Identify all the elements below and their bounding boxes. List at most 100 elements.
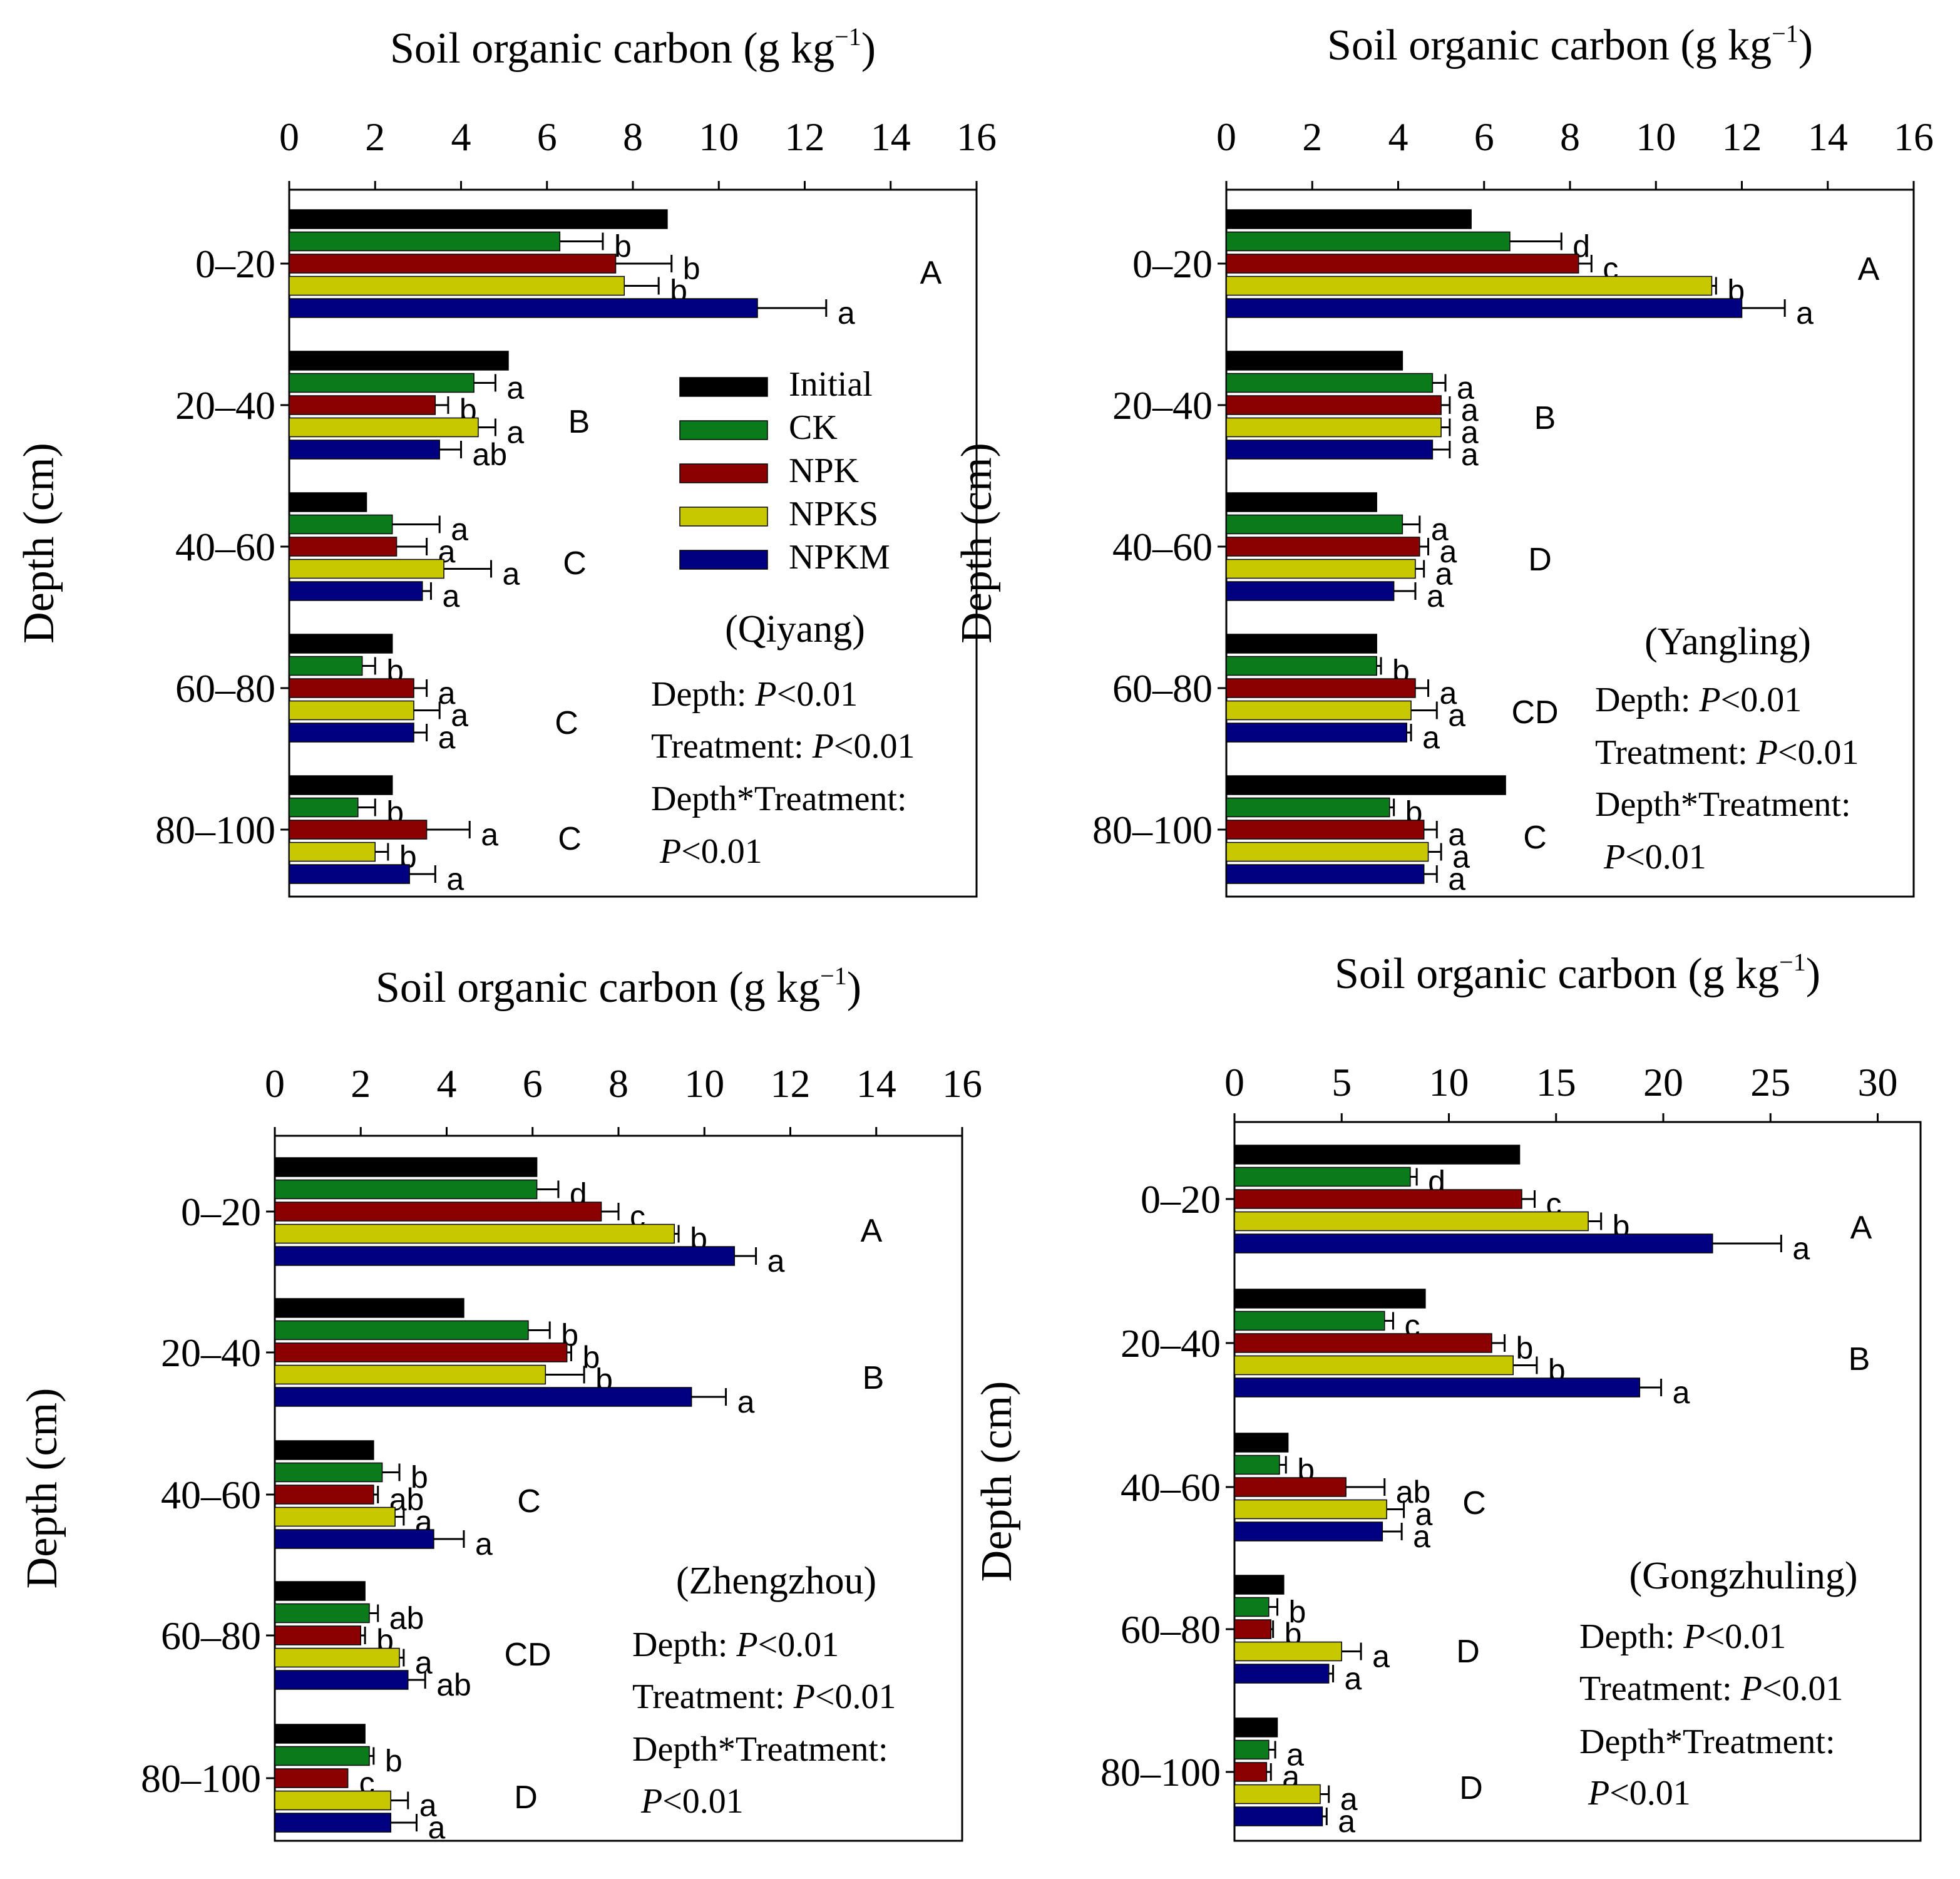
bar: [274, 1364, 546, 1385]
significance-letter: ab: [389, 1601, 424, 1636]
bar: [1234, 1145, 1521, 1165]
significance-letter: a: [1796, 296, 1814, 331]
chart-panel-0: Soil organic carbon (g kg−1) 0 2 4 6 8 10 12 14 1…: [15, 23, 997, 898]
bar: [1226, 373, 1434, 393]
x-tick-label: 6: [1474, 115, 1494, 159]
bar: [274, 1670, 409, 1690]
stat-interaction-label: Depth*Treatment:: [1595, 785, 1851, 824]
bar: [1226, 634, 1377, 654]
x-tick-label: 25: [1750, 1060, 1790, 1104]
bar: [1234, 1499, 1387, 1520]
bar: [289, 559, 444, 579]
bar: [274, 1387, 692, 1407]
bar: [289, 514, 393, 535]
bar: [1226, 537, 1420, 557]
legend-label: NPKM: [789, 538, 890, 577]
depth-group-letter: C: [1462, 1485, 1486, 1521]
depth-group-letter: A: [1850, 1210, 1872, 1246]
bar: [1226, 209, 1472, 229]
bar: [289, 723, 414, 743]
significance-letter: a: [1448, 817, 1465, 852]
bar: [1234, 1739, 1270, 1760]
bar: [289, 298, 758, 318]
bar: [274, 1298, 464, 1318]
legend-label: CK: [789, 408, 838, 447]
stat-interaction-label: Depth*Treatment:: [651, 780, 907, 818]
x-tick-label: 15: [1536, 1060, 1576, 1104]
x-tick-label: 14: [1808, 115, 1848, 159]
bar: [274, 1813, 392, 1833]
bar: [1234, 1477, 1347, 1497]
x-tick-label: 6: [537, 115, 557, 159]
significance-letter: a: [475, 1526, 493, 1562]
significance-letter: a: [1448, 862, 1465, 897]
x-tick-label: 10: [1429, 1060, 1469, 1104]
significance-letter: a: [838, 296, 855, 331]
x-tick-label: 8: [623, 115, 643, 159]
y-tick-label: 0–20: [195, 242, 275, 286]
significance-letter: a: [1345, 1661, 1362, 1696]
bar: [1234, 1166, 1411, 1187]
bar: [1226, 775, 1506, 795]
significance-letter: a: [1461, 437, 1479, 472]
x-tick-label: 20: [1643, 1060, 1683, 1104]
x-tick-label: 10: [699, 115, 739, 159]
bar: [289, 775, 393, 795]
significance-letter: a: [1431, 512, 1449, 547]
depth-group-letter: C: [517, 1483, 541, 1520]
significance-letter: a: [1340, 1782, 1358, 1817]
legend: Initial CK NPK NPKS NPKM: [679, 365, 890, 577]
significance-letter: a: [419, 1788, 437, 1823]
chart-panel-2: Soil organic carbon (g kg−1) 0 2 4 6 8 10 12 14 1…: [18, 962, 982, 1845]
bar: [1226, 700, 1412, 721]
bar: [1234, 1333, 1492, 1353]
significance-letter: a: [1452, 840, 1470, 875]
y-tick-label: 0–20: [1132, 242, 1213, 286]
y-tick-label: 60–80: [1112, 666, 1213, 711]
stat-treatment: Treatment: P<0.01: [1595, 733, 1859, 772]
x-tick-label: 2: [1302, 115, 1322, 159]
significance-letter: a: [503, 557, 520, 592]
bar: [274, 1179, 538, 1200]
bar: [1234, 1377, 1641, 1398]
significance-letter: ab: [436, 1667, 471, 1702]
bar: [1226, 514, 1403, 535]
significance-letter: a: [1440, 534, 1457, 569]
x-tick-label: 8: [608, 1061, 629, 1106]
chart-title: Soil organic carbon (g kg−1): [376, 962, 861, 1012]
y-tick-label: 80–100: [1092, 808, 1213, 852]
y-tick-label: 80–100: [1101, 1750, 1221, 1794]
bar: [1226, 864, 1425, 884]
x-tick-label: 12: [1722, 115, 1762, 159]
depth-group-letter: C: [555, 705, 578, 741]
x-tick-label: 2: [365, 115, 385, 159]
significance-letter: a: [1461, 415, 1479, 450]
bar: [274, 1506, 396, 1527]
significance-letter: a: [438, 676, 456, 711]
significance-letter: a: [1427, 579, 1444, 614]
significance-letter: a: [506, 371, 524, 406]
y-tick-label: 80–100: [155, 808, 275, 852]
significance-letter: a: [1461, 393, 1479, 428]
bar: [1234, 1211, 1589, 1232]
bar: [1226, 351, 1403, 371]
depth-group-letter: CD: [504, 1637, 551, 1673]
bar: [274, 1202, 602, 1222]
y-tick-label: 40–60: [1121, 1465, 1221, 1510]
bar: [1234, 1233, 1713, 1254]
significance-letter: b: [385, 1744, 403, 1779]
bar: [1234, 1521, 1383, 1542]
x-tick-label: 12: [771, 1061, 811, 1106]
x-tick-label: 4: [437, 1061, 457, 1106]
bar: [1226, 723, 1407, 743]
stat-treatment: Treatment: P<0.01: [651, 727, 915, 766]
stat-treatment: Treatment: P<0.01: [1579, 1669, 1844, 1708]
stat-depth: Depth: P<0.01: [651, 675, 858, 714]
y-tick-label: 40–60: [1112, 525, 1213, 569]
depth-group-letter: D: [1528, 542, 1552, 578]
significance-letter: a: [767, 1243, 785, 1279]
x-tick-label: 14: [856, 1061, 896, 1106]
bar: [289, 797, 359, 818]
bar: [1226, 254, 1579, 274]
